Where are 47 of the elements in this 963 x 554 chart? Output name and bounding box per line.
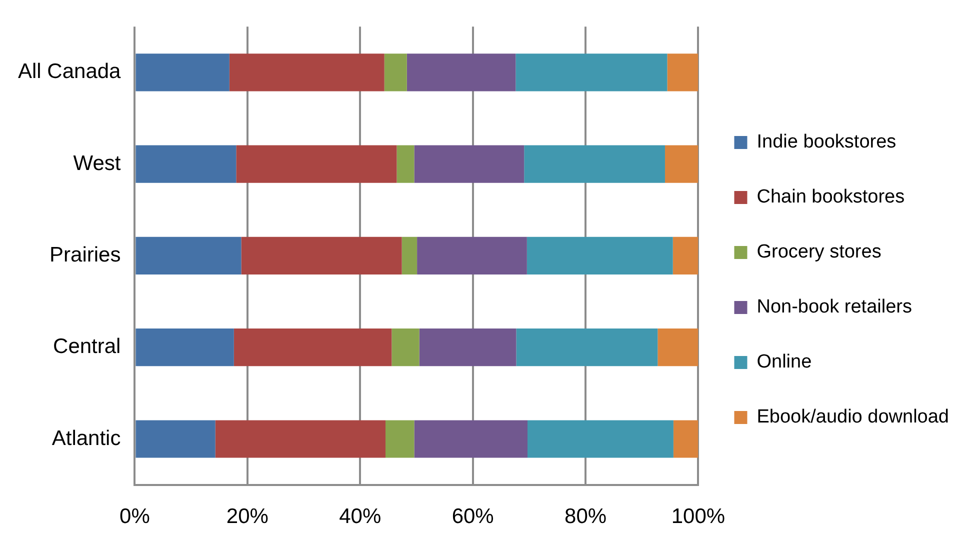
legend-label: Chain bookstores: [756, 186, 905, 208]
x-tick-label: 0%: [120, 505, 150, 528]
y-tick-label: Central: [53, 335, 121, 358]
bar: [417, 236, 527, 274]
bar: [392, 328, 420, 366]
y-tick-label: West: [73, 152, 121, 175]
bar: [136, 420, 216, 458]
bar: [673, 420, 698, 458]
bar: [516, 328, 658, 366]
x-tick-label: 20%: [226, 505, 268, 528]
bar: [402, 236, 418, 274]
legend-label: Non-book retailers: [756, 296, 912, 318]
bar: [419, 328, 516, 366]
bar: [664, 145, 698, 183]
bar: [527, 420, 674, 458]
bar: [526, 236, 673, 274]
bar: [136, 54, 230, 92]
bar: [215, 420, 386, 458]
x-tick-label: 100%: [671, 505, 726, 528]
legend-label: Ebook/audio download: [756, 406, 949, 428]
x-tick-label: 80%: [564, 505, 607, 528]
bar: [136, 236, 242, 274]
legend-label: Indie bookstores: [756, 132, 896, 153]
y-tick-label: All Canada: [18, 60, 122, 84]
bar: [384, 54, 407, 92]
bar: [236, 145, 397, 183]
legend-label: Grocery stores: [756, 242, 882, 263]
bar: [672, 236, 698, 274]
bar: [234, 328, 392, 366]
bar: [658, 328, 698, 366]
bar: [396, 145, 414, 183]
bar: [136, 328, 234, 366]
legend-label: Online: [756, 352, 812, 373]
bar: [136, 145, 236, 183]
bar: [241, 236, 402, 274]
bar: [516, 54, 668, 92]
bar: [229, 54, 384, 92]
bar: [406, 54, 516, 92]
bar: [414, 420, 528, 458]
y-tick-label: Atlantic: [52, 426, 121, 450]
bar: [667, 54, 698, 92]
x-tick-label: 40%: [339, 505, 382, 528]
x-tick-label: 60%: [452, 505, 494, 528]
bar: [524, 145, 665, 183]
bar: [385, 420, 414, 458]
bar: [414, 145, 524, 183]
y-tick-label: Prairies: [50, 243, 121, 266]
